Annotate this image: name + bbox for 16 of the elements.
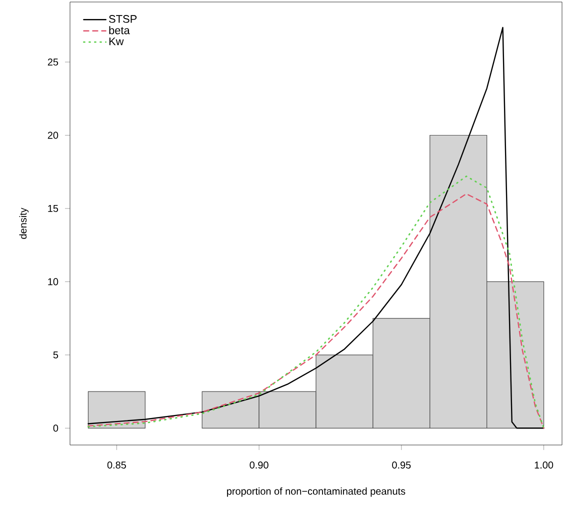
legend-label: Kw	[109, 38, 124, 46]
y-axis-title: density	[19, 208, 29, 239]
legend-label: beta	[109, 26, 130, 34]
y-tick-label: 20	[48, 132, 58, 139]
y-tick-label: 0	[53, 424, 58, 432]
x-axis-title: proportion of non−contaminated peanuts	[227, 487, 406, 497]
legend-label: STSP	[109, 15, 137, 23]
line-series	[88, 26, 544, 429]
x-tick-label: 1.00	[534, 462, 554, 469]
y-tick-label: 5	[53, 351, 58, 358]
y-tick-label: 25	[48, 58, 58, 66]
x-tick-label: 0.95	[392, 462, 411, 469]
y-tick-label: 15	[48, 205, 58, 212]
y-tick-label: 10	[48, 278, 58, 286]
x-tick-label: 0.85	[107, 462, 126, 469]
x-tick-label: 0.90	[250, 462, 268, 469]
